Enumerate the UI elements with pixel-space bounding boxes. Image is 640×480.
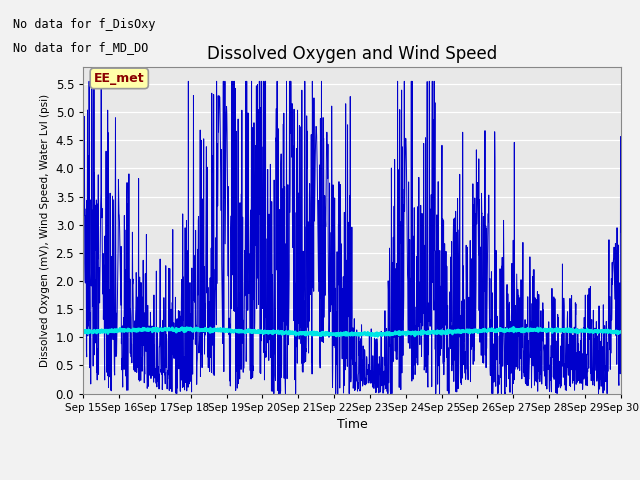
ws [327, 280, 335, 286]
ws [503, 282, 511, 288]
X-axis label: Time: Time [337, 418, 367, 431]
Title: Dissolved Oxygen and Wind Speed: Dissolved Oxygen and Wind Speed [207, 45, 497, 63]
Text: No data for f_DisOxy: No data for f_DisOxy [13, 18, 156, 31]
Line: ws: ws [83, 81, 621, 394]
Line: WaterLevel: WaterLevel [83, 327, 621, 336]
ws [602, 363, 609, 369]
ws [341, 367, 349, 372]
WaterLevel [602, 328, 609, 334]
WaterLevel [602, 328, 609, 334]
WaterLevel [326, 331, 334, 336]
ws [602, 379, 609, 384]
ws [107, 273, 115, 279]
WaterLevel [107, 327, 115, 333]
WaterLevel [509, 324, 517, 330]
WaterLevel [503, 326, 511, 332]
ws [85, 78, 93, 84]
WaterLevel [79, 329, 87, 335]
ws [617, 229, 625, 235]
Text: EE_met: EE_met [94, 72, 145, 85]
ws [79, 194, 87, 200]
Y-axis label: Dissolved Oxygen (mV), Wind Speed, Water Lvl (psi): Dissolved Oxygen (mV), Wind Speed, Water… [40, 94, 50, 367]
WaterLevel [617, 329, 625, 335]
WaterLevel [340, 331, 348, 336]
WaterLevel [374, 334, 381, 339]
ws [173, 391, 180, 396]
Text: No data for f_MD_DO: No data for f_MD_DO [13, 41, 148, 54]
